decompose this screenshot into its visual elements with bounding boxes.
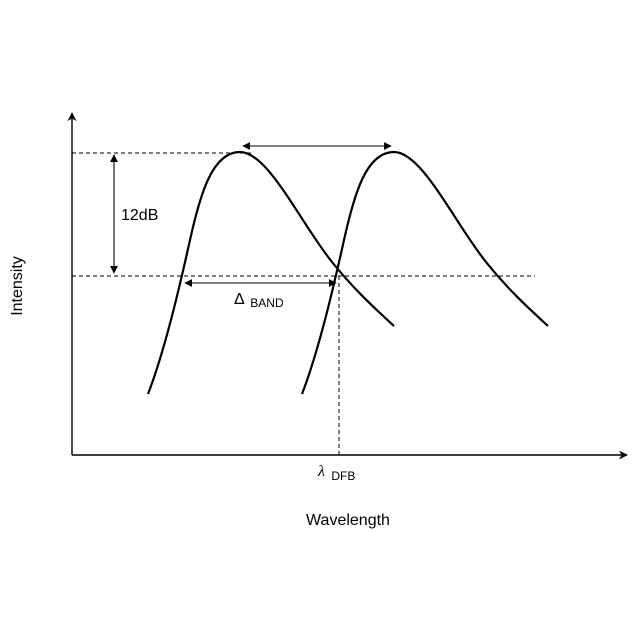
x-axis-label: Wavelength (306, 512, 390, 529)
dfb-lambda-symbol: λ (317, 463, 325, 480)
band-width-label: Δ BAND (234, 291, 284, 310)
band-delta-symbol: Δ (234, 291, 245, 308)
dfb-wavelength-label: λ DFB (317, 463, 355, 483)
dfb-subscript: DFB (331, 469, 355, 483)
right-spectrum-curve (302, 152, 548, 394)
left-spectrum-curve (148, 152, 394, 394)
y-axis-label: Intensity (9, 256, 26, 316)
band-subscript: BAND (250, 296, 284, 310)
gain-drop-label: 12dB (121, 207, 158, 224)
